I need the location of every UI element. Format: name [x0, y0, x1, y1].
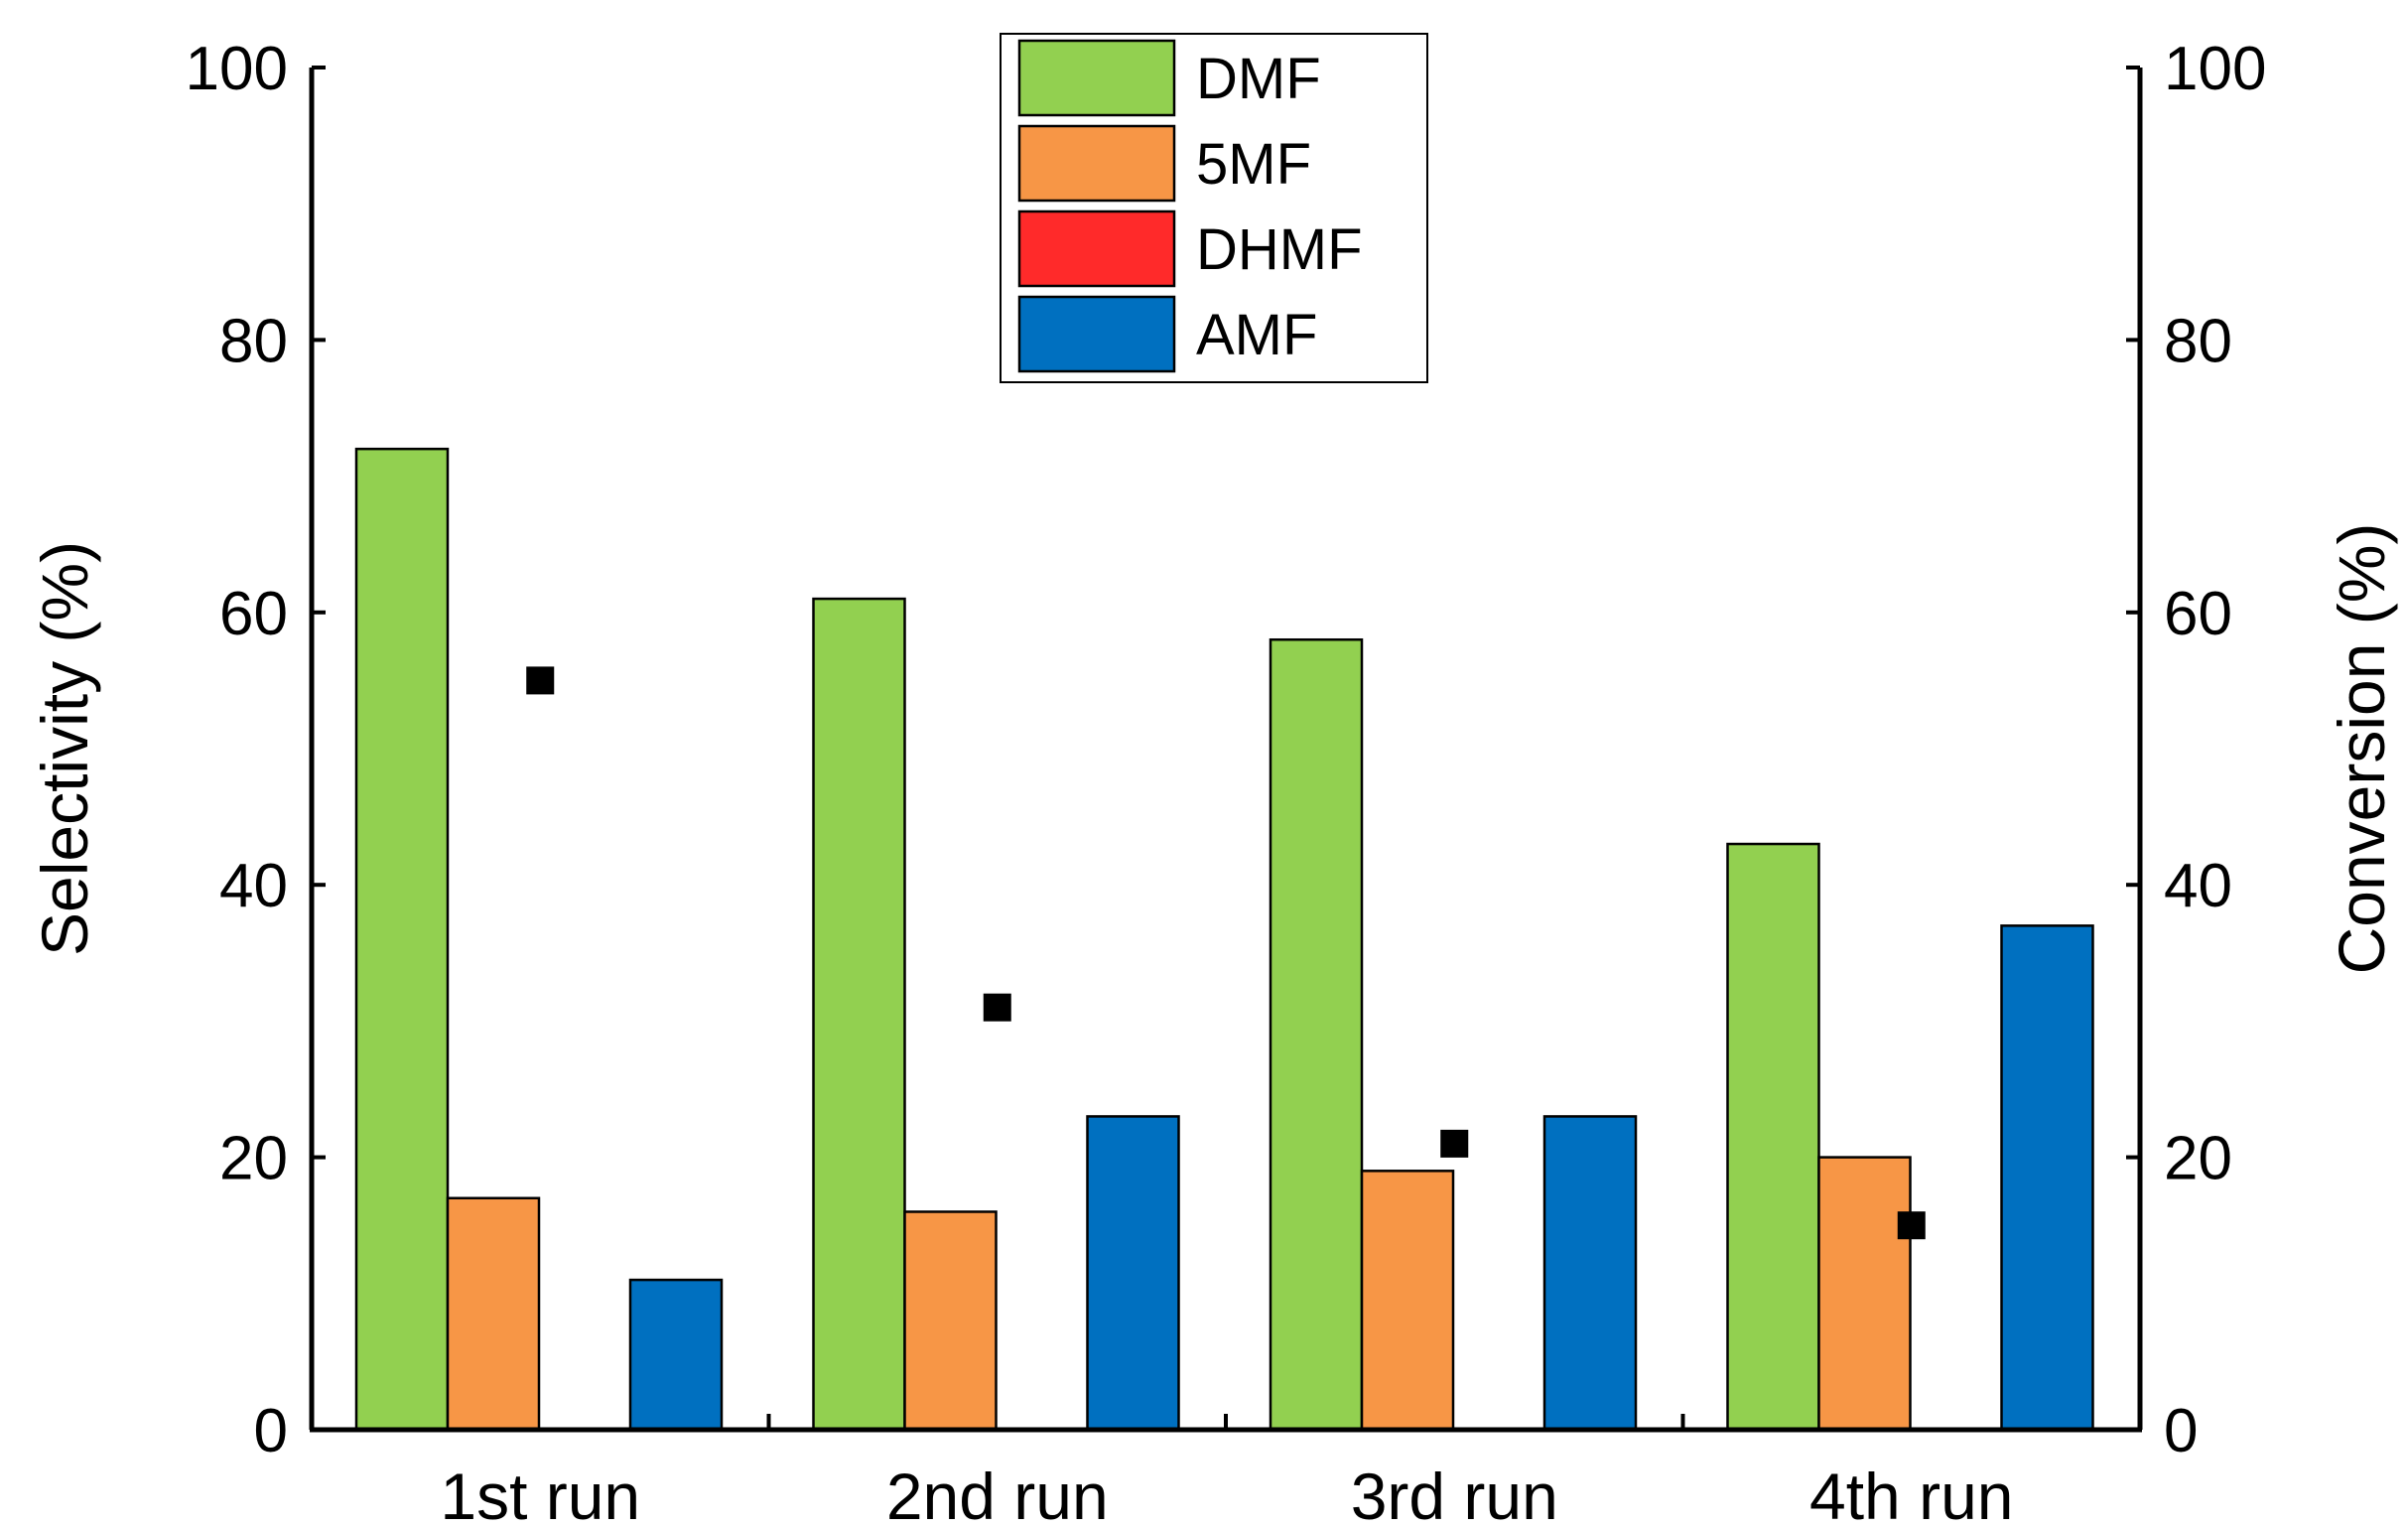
bar-amf-2	[1086, 1115, 1180, 1432]
y-tick-label-0: 0	[254, 1397, 288, 1465]
bar-dmf-4	[1726, 842, 1820, 1432]
y-tick-label-20: 20	[219, 1125, 288, 1193]
y-axis-title: Selectivity (%)	[28, 541, 101, 956]
y2-tick-label-80: 80	[2164, 307, 2232, 375]
x-tick-label-2: 2nd run	[886, 1459, 1109, 1528]
bar-amf-3	[1542, 1115, 1638, 1432]
conversion-marker-2	[983, 993, 1011, 1022]
legend-label-amf: AMF	[1196, 303, 1317, 367]
x-tick-label-4: 4th run	[1809, 1459, 2013, 1528]
y2-tick-label-60: 60	[2164, 580, 2232, 648]
y-tick-label-60: 60	[219, 580, 288, 648]
ticks	[312, 66, 2140, 1432]
tick-labels: 0 20 40 60 80 100 0 20 40 60 80 100 1st run 2nd run 3r…	[186, 35, 2267, 1528]
bar-dmf-2	[812, 597, 906, 1432]
x-tick-label-1: 1st run	[440, 1459, 640, 1528]
bar-5mf-1	[446, 1196, 541, 1432]
y-tick-label-40: 40	[219, 852, 288, 920]
y2-tick-label-40: 40	[2164, 852, 2232, 920]
legend-label-dmf: DMF	[1196, 47, 1321, 111]
x-tick-label-3: 3rd run	[1351, 1459, 1558, 1528]
bar-5mf-2	[903, 1210, 998, 1432]
legend-swatch-dmf	[1017, 39, 1176, 117]
bar-dmf-1	[354, 447, 450, 1432]
bars-layer	[354, 447, 2094, 1432]
y2-tick-label-0: 0	[2164, 1397, 2198, 1465]
y-tick-label-100: 100	[186, 35, 288, 103]
legend-swatch-5mf	[1017, 124, 1176, 203]
conversion-markers	[526, 666, 1926, 1240]
legend: DMF 5MF DHMF AMF	[1000, 33, 1428, 383]
conversion-marker-3	[1440, 1129, 1469, 1158]
bar-amf-4	[2000, 924, 2094, 1432]
bar-5mf-4	[1817, 1156, 1912, 1432]
conversion-marker-1	[526, 666, 555, 695]
legend-swatch-amf	[1017, 295, 1176, 373]
legend-entries: DMF 5MF DHMF AMF	[1017, 39, 1363, 373]
legend-label-dhmf: DHMF	[1196, 217, 1363, 282]
legend-swatch-dhmf	[1017, 209, 1176, 288]
conversion-marker-4	[1897, 1211, 1926, 1240]
bar-5mf-3	[1360, 1170, 1455, 1432]
y-tick-label-80: 80	[219, 307, 288, 375]
y2-axis-title: Conversion (%)	[2325, 523, 2398, 975]
y2-tick-label-100: 100	[2164, 35, 2266, 103]
y2-tick-label-20: 20	[2164, 1125, 2232, 1193]
bar-dmf-3	[1269, 637, 1364, 1432]
legend-label-5mf: 5MF	[1196, 132, 1311, 197]
bar-amf-1	[628, 1278, 724, 1432]
